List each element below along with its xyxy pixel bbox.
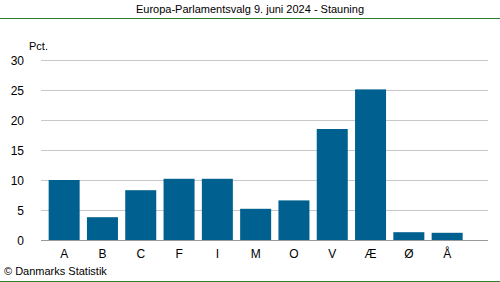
y-tick-label: 15: [11, 144, 25, 158]
bar: [202, 179, 233, 240]
bar: [240, 209, 271, 240]
grid-line: [41, 180, 488, 181]
x-tick-label: V: [328, 247, 336, 261]
grid-line: [41, 90, 488, 91]
grid-line: [41, 150, 488, 151]
bar: [278, 200, 309, 240]
x-tick-label: I: [216, 247, 219, 261]
x-tick-label: F: [175, 247, 182, 261]
x-tick-label: Ø: [404, 247, 413, 261]
chart-svg: Europa-Parlamentsvalg 9. juni 2024 - Sta…: [0, 0, 500, 282]
x-tick-label: C: [136, 247, 145, 261]
x-tick-label: Å: [443, 246, 451, 261]
y-tick-label: 0: [17, 234, 24, 248]
x-tick-label: Æ: [365, 247, 377, 261]
y-tick-label: 5: [17, 204, 24, 218]
header-rule: [0, 18, 500, 19]
bar: [393, 232, 424, 240]
grid-line: [41, 120, 488, 121]
title: Europa-Parlamentsvalg 9. juni 2024 - Sta…: [136, 3, 364, 15]
bars: [49, 89, 463, 240]
y-tick-label: 30: [11, 54, 25, 68]
grid-line: [41, 240, 488, 241]
grid-line: [41, 60, 488, 61]
chart-container: Europa-Parlamentsvalg 9. juni 2024 - Sta…: [0, 0, 500, 282]
bar: [432, 233, 463, 240]
y-tick-label: 20: [11, 114, 25, 128]
bar: [355, 89, 386, 240]
bar: [87, 217, 118, 240]
bar: [164, 179, 195, 240]
x-tick-label: B: [98, 247, 106, 261]
source-note: © Danmarks Statistik: [4, 265, 107, 277]
y-tick-label: 10: [11, 174, 25, 188]
x-tick-label: O: [289, 247, 298, 261]
bar: [317, 129, 348, 240]
bar: [49, 180, 80, 240]
x-tick-label: A: [60, 247, 68, 261]
bar: [125, 190, 156, 240]
footer-rule: [0, 281, 500, 282]
y-axis-label: Pct.: [29, 40, 48, 52]
x-tick-label: M: [251, 247, 261, 261]
y-tick-label: 25: [11, 84, 25, 98]
